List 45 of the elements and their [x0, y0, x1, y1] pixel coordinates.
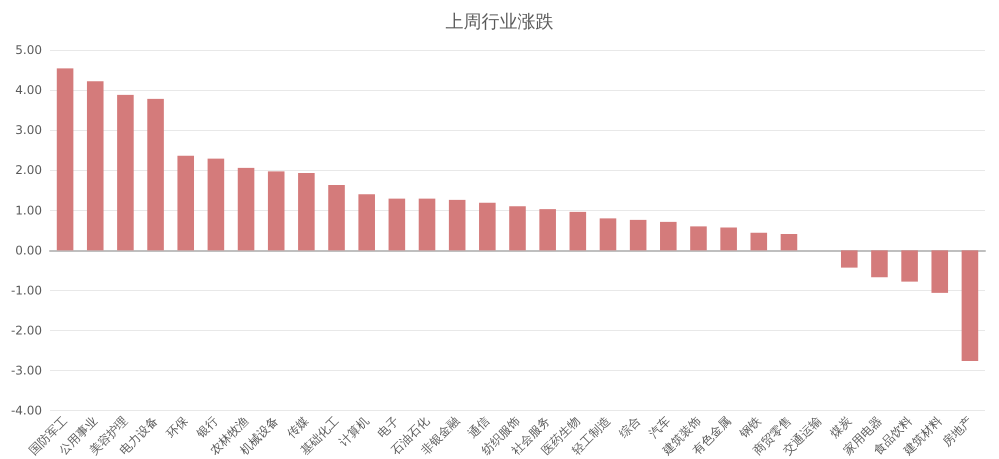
bar	[962, 250, 978, 361]
x-tick-label: 电子	[374, 414, 402, 441]
bar	[931, 250, 948, 293]
y-tick-label: 5.00	[15, 43, 42, 57]
y-tick-label: 3.00	[15, 123, 42, 138]
bar	[56, 68, 74, 250]
bar	[177, 156, 194, 250]
x-tick-label: 综合	[616, 414, 644, 441]
bar	[418, 198, 436, 250]
bar	[780, 234, 798, 250]
y-tick-label: 4.00	[15, 83, 42, 98]
bar	[298, 173, 315, 250]
bar	[840, 250, 858, 268]
bar	[147, 98, 164, 250]
bar	[570, 212, 586, 250]
y-tick-label: 2.00	[15, 163, 42, 178]
y-tick-label: -3.00	[10, 364, 42, 378]
bar	[509, 206, 526, 250]
bar	[268, 171, 285, 250]
y-tick-label: -4.00	[10, 404, 42, 418]
x-tick-label: 环保	[164, 414, 191, 441]
bar	[871, 250, 888, 278]
bar	[358, 194, 375, 250]
bar	[690, 226, 707, 250]
bar	[901, 250, 918, 282]
bar	[630, 220, 646, 250]
bar	[238, 168, 254, 250]
bar	[208, 158, 224, 250]
bar	[328, 185, 345, 250]
bar	[86, 81, 104, 250]
y-tick-label: 0.00	[15, 243, 42, 258]
bar	[660, 222, 677, 250]
bar	[539, 209, 556, 250]
bar	[720, 228, 737, 250]
y-tick-label: -2.00	[10, 324, 42, 338]
bar	[750, 232, 768, 250]
bar	[479, 202, 496, 250]
bar	[600, 218, 616, 250]
y-tick-label: -1.00	[10, 283, 42, 298]
bar	[117, 94, 134, 250]
bar	[448, 200, 466, 250]
chart-title: 上周行业涨跌	[446, 12, 554, 32]
bar	[388, 198, 406, 250]
y-tick-label: 1.00	[15, 203, 42, 218]
x-tick-label: 通信	[465, 414, 492, 441]
